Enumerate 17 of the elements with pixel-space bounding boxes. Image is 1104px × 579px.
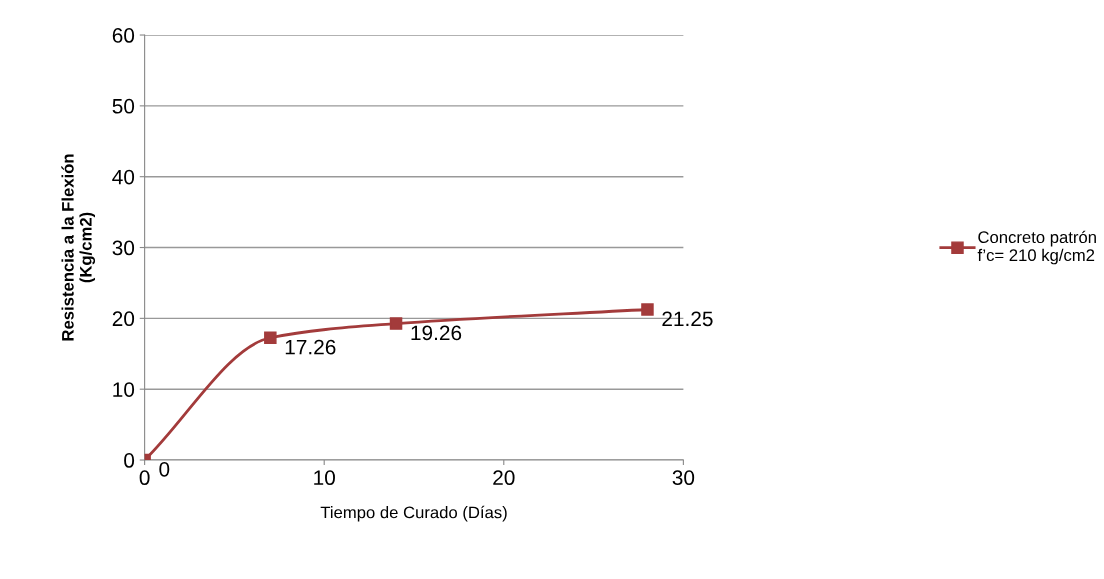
y-tick-label: 20 <box>112 311 135 327</box>
y-tick-label: 10 <box>113 382 135 397</box>
data-label: 19.26 <box>411 325 462 341</box>
x-tick-label: 30 <box>672 470 695 486</box>
y-tick-label: 50 <box>112 98 135 114</box>
y-tick-label: 60 <box>112 28 135 43</box>
data-label: 21.25 <box>662 311 713 327</box>
x-axis-title: Tiempo de Curado (Días) <box>320 505 507 522</box>
y-tick-label: 40 <box>112 169 135 185</box>
x-tick-label: 10 <box>314 470 335 486</box>
legend-label: Concreto patrón f’c= 210 kg/cm2 <box>977 230 1096 265</box>
x-tick-label: 20 <box>493 470 515 486</box>
y-tick-label: 0 <box>124 453 135 468</box>
data-label: 17.26 <box>285 339 336 355</box>
x-tick-label: 0 <box>139 470 150 486</box>
y-tick-label: 30 <box>112 240 135 256</box>
y-axis-title: Resistencia a la Flexión (Kg/cm2) <box>61 154 96 341</box>
